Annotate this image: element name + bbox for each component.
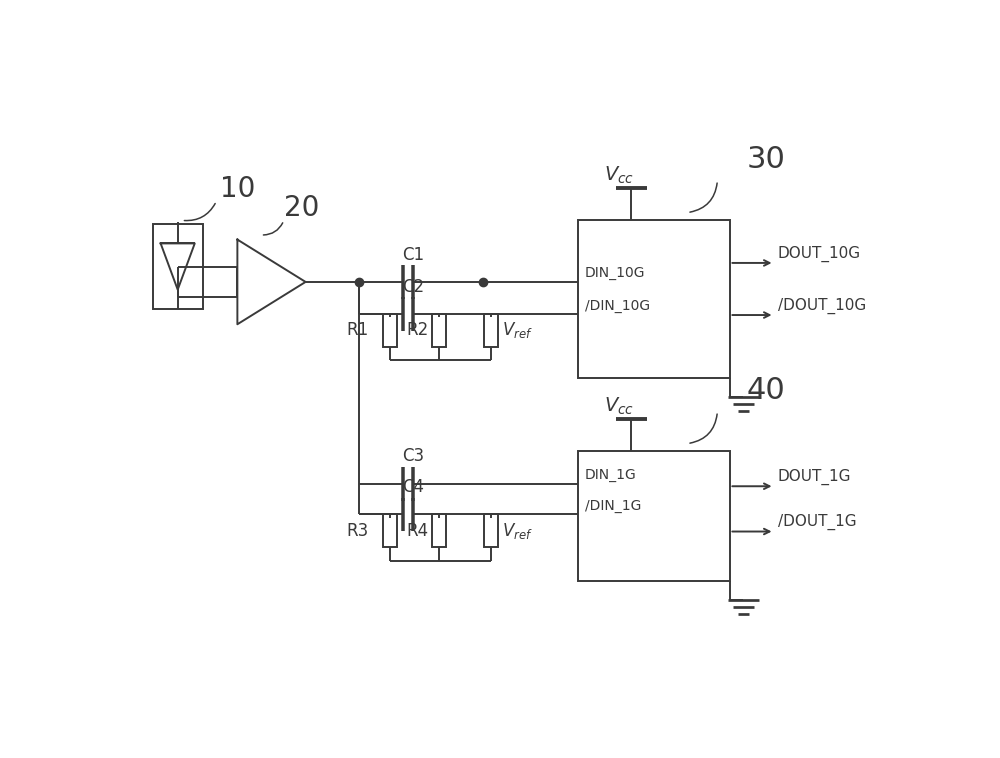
Bar (578, 451, 730, 581)
Text: C3: C3 (402, 447, 424, 465)
Bar (432, 315, 446, 346)
Text: $V_{cc}$: $V_{cc}$ (604, 395, 634, 417)
Text: $V_{ref}$: $V_{ref}$ (502, 521, 533, 540)
Text: R1: R1 (347, 321, 369, 340)
Text: $V_{cc}$: $V_{cc}$ (604, 164, 634, 186)
Bar (484, 315, 498, 346)
Bar (383, 515, 397, 547)
Text: DIN_1G: DIN_1G (585, 468, 636, 482)
Text: DOUT_10G: DOUT_10G (778, 246, 861, 262)
Text: /DOUT_1G: /DOUT_1G (778, 514, 856, 531)
Text: C1: C1 (402, 246, 424, 264)
Bar (484, 515, 498, 547)
Text: /DIN_10G: /DIN_10G (585, 299, 650, 313)
Text: C4: C4 (402, 478, 424, 496)
Text: R3: R3 (347, 522, 369, 540)
Bar (578, 221, 730, 378)
Text: 40: 40 (747, 376, 785, 405)
Text: C2: C2 (402, 278, 424, 296)
Text: R4: R4 (407, 522, 429, 540)
Text: DIN_10G: DIN_10G (585, 267, 645, 280)
Bar (383, 315, 397, 346)
Text: /DOUT_10G: /DOUT_10G (778, 298, 866, 314)
Text: /DIN_1G: /DIN_1G (585, 499, 641, 513)
Text: DOUT_1G: DOUT_1G (778, 469, 851, 485)
Text: 20: 20 (284, 195, 319, 222)
Text: $V_{ref}$: $V_{ref}$ (502, 321, 533, 340)
Text: 10: 10 (220, 175, 256, 203)
Text: R2: R2 (407, 321, 429, 340)
Bar (432, 515, 446, 547)
Bar (153, 224, 202, 309)
Text: 30: 30 (747, 145, 785, 174)
